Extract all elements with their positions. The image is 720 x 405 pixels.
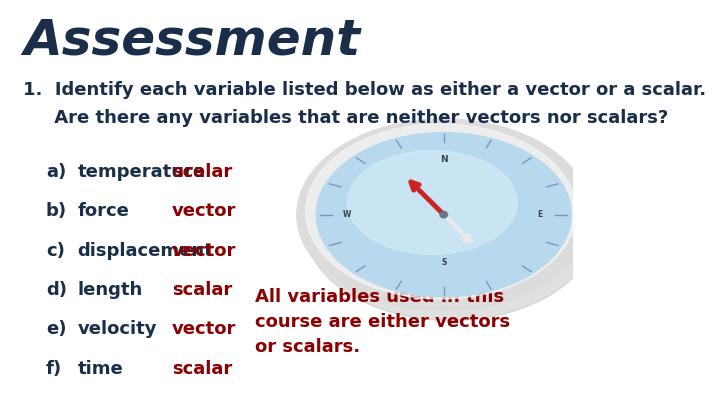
Text: scalar: scalar bbox=[172, 281, 232, 299]
Text: c): c) bbox=[46, 242, 65, 260]
Text: vector: vector bbox=[172, 320, 236, 338]
Text: e): e) bbox=[46, 320, 66, 338]
Text: scalar: scalar bbox=[172, 163, 232, 181]
Text: length: length bbox=[77, 281, 143, 299]
Ellipse shape bbox=[440, 211, 447, 218]
Ellipse shape bbox=[347, 151, 517, 254]
Text: velocity: velocity bbox=[77, 320, 157, 338]
Ellipse shape bbox=[305, 124, 576, 299]
Text: Are there any variables that are neither vectors nor scalars?: Are there any variables that are neither… bbox=[23, 109, 668, 127]
Text: b): b) bbox=[46, 202, 67, 220]
Text: time: time bbox=[77, 360, 123, 377]
Ellipse shape bbox=[297, 119, 590, 310]
Text: All variables used in this
course are either vectors
or scalars.: All variables used in this course are ei… bbox=[255, 288, 510, 356]
Text: vector: vector bbox=[172, 242, 236, 260]
Text: 1.  Identify each variable listed below as either a vector or a scalar.: 1. Identify each variable listed below a… bbox=[23, 81, 706, 99]
Ellipse shape bbox=[304, 129, 598, 320]
Text: E: E bbox=[538, 210, 543, 219]
Text: a): a) bbox=[46, 163, 66, 181]
Text: d): d) bbox=[46, 281, 67, 299]
Text: vector: vector bbox=[172, 202, 236, 220]
Text: scalar: scalar bbox=[172, 360, 232, 377]
Text: W: W bbox=[343, 210, 351, 219]
Text: f): f) bbox=[46, 360, 62, 377]
Text: displacement: displacement bbox=[77, 242, 213, 260]
Text: temperature: temperature bbox=[77, 163, 205, 181]
Ellipse shape bbox=[316, 133, 571, 296]
Text: S: S bbox=[441, 258, 446, 267]
Text: N: N bbox=[440, 156, 448, 164]
Text: Assessment: Assessment bbox=[23, 16, 360, 64]
Text: force: force bbox=[77, 202, 129, 220]
